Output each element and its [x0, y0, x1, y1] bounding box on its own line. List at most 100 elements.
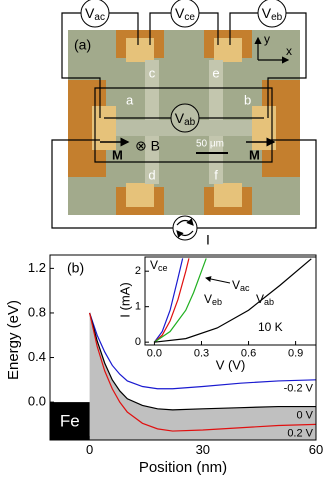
source-arrow	[176, 218, 194, 226]
line	[89, 312, 317, 432]
voltmeter-label: Veb	[262, 5, 283, 23]
x-tick-label: 0.6	[241, 348, 256, 360]
contact	[214, 38, 242, 62]
current-source	[172, 215, 198, 241]
line	[154, 258, 312, 343]
voltmeter-label: Vab	[175, 110, 196, 128]
subscript: ab	[264, 297, 274, 307]
symbol: V	[232, 278, 240, 292]
subscript: ce	[158, 263, 168, 273]
x-tick-label: 0.9	[288, 348, 303, 360]
series-label: Vac	[232, 278, 250, 293]
scale-bar-label: 50 μm	[196, 139, 224, 150]
y-tick-label: 1	[135, 301, 141, 313]
wire	[61, 12, 101, 118]
symbol: V	[85, 5, 95, 21]
symbol: V	[175, 5, 185, 21]
terminal-label: a	[126, 92, 134, 107]
symbol: V	[262, 5, 272, 21]
series-label: Veb	[204, 292, 222, 307]
inset-background	[145, 257, 316, 345]
channel	[209, 136, 223, 184]
series-label: 0 V	[296, 409, 313, 421]
panel-label: (b)	[67, 260, 84, 276]
subscript: ab	[184, 117, 196, 128]
line	[89, 312, 316, 411]
y-tick-label: 0	[135, 336, 141, 348]
source-arrow	[176, 230, 194, 238]
channel	[145, 136, 159, 184]
contact	[126, 38, 154, 62]
plot-frame	[144, 256, 317, 346]
field-label: ⊗ B	[135, 138, 160, 154]
x-axis-title: V (V)	[216, 357, 246, 372]
plot-frame	[49, 254, 317, 441]
y-tick-label: 0.0	[28, 394, 46, 409]
series-label: Vce	[150, 258, 168, 273]
line	[154, 258, 207, 343]
symbol: V	[256, 292, 264, 306]
fe-electrode	[50, 402, 90, 440]
line	[154, 258, 190, 343]
series-label: -0.2 V	[284, 383, 314, 395]
series-label: 0.2 V	[287, 427, 313, 439]
magnetization-label: M	[112, 147, 123, 162]
axis-label: x	[286, 44, 292, 58]
subscript: ce	[184, 12, 195, 23]
wire	[229, 12, 258, 45]
terminal-label: c	[149, 65, 156, 80]
terminal-label: f	[214, 167, 218, 182]
terminal-label: e	[212, 65, 219, 80]
series-label: Vab	[256, 292, 274, 307]
line	[153, 258, 184, 343]
channel	[209, 60, 223, 120]
symbol: V	[150, 258, 158, 272]
voltmeter	[257, 0, 287, 28]
line	[89, 312, 317, 390]
y-tick-label: 0.4	[28, 349, 46, 364]
subscript: ac	[240, 283, 250, 293]
annotation-arrow	[205, 276, 231, 284]
y-axis-title: Energy (eV)	[5, 300, 22, 380]
voltmeter-label: Vce	[175, 5, 195, 23]
panel-a: Vac Vce Veb Vab (a) a b c d e f ⊗ B 50 μ…	[51, 0, 317, 248]
wire	[149, 12, 171, 45]
symbol: V	[175, 110, 185, 126]
symbol: V	[204, 292, 212, 306]
wire	[94, 87, 273, 163]
x-tick-label: 30	[196, 442, 210, 457]
subscript: eb	[271, 12, 283, 23]
subscript: ac	[94, 12, 105, 23]
y-tick-label: 0.8	[28, 304, 46, 319]
annotation: 10 K	[258, 320, 283, 334]
voltmeter	[80, 0, 110, 28]
y-axis-title: I (mA)	[117, 282, 132, 317]
channel	[145, 60, 159, 120]
terminal-label: b	[244, 92, 251, 107]
wire	[51, 139, 317, 229]
voltmeter	[170, 103, 200, 133]
magnetization-label: M	[249, 147, 260, 162]
panel-label: (a)	[74, 37, 91, 53]
voltmeter	[170, 0, 200, 28]
x-axis-title: Position (nm)	[139, 459, 227, 476]
subscript: eb	[212, 297, 222, 307]
y-tick-label: 2	[135, 265, 141, 277]
wire	[109, 12, 139, 45]
x-tick-label: 0	[86, 442, 93, 457]
current-label: I	[206, 232, 210, 248]
contact	[214, 183, 242, 207]
area	[89, 312, 316, 440]
wire	[267, 12, 307, 118]
terminal-label: d	[148, 167, 155, 182]
x-tick-label: 0.0	[147, 348, 162, 360]
x-tick-label: 60	[309, 442, 323, 457]
fe-label: Fe	[60, 412, 80, 431]
wire	[199, 12, 219, 45]
y-tick-label: 1.2	[28, 260, 46, 275]
contact	[126, 183, 154, 207]
axis-label: y	[264, 32, 270, 46]
x-tick-label: 0.3	[194, 348, 209, 360]
